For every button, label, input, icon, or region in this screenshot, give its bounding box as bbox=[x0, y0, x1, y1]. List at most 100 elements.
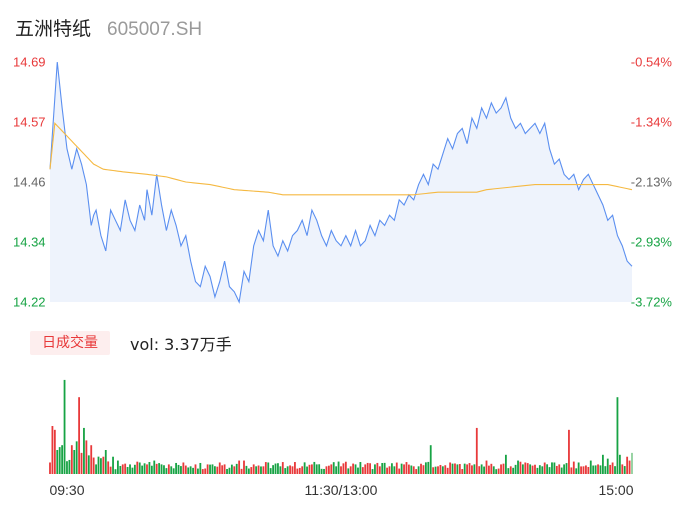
volume-bar bbox=[611, 462, 614, 474]
volume-bar bbox=[565, 463, 568, 474]
volume-bar bbox=[599, 465, 602, 474]
volume-bar bbox=[546, 464, 549, 474]
volume-bar bbox=[376, 462, 379, 474]
volume-bar bbox=[534, 464, 536, 474]
stock-header: 五洲特纸 605007.SH bbox=[15, 14, 202, 40]
volume-bar bbox=[83, 427, 85, 474]
volume-bar bbox=[153, 460, 156, 474]
volume-bar bbox=[349, 466, 352, 474]
volume-bar bbox=[90, 445, 93, 474]
volume-bar bbox=[180, 466, 182, 474]
volume-bar bbox=[359, 462, 362, 474]
volume-bar bbox=[235, 463, 238, 474]
volume-bar bbox=[133, 464, 136, 474]
volume-bar bbox=[388, 466, 391, 474]
volume-bar bbox=[49, 462, 51, 474]
volume-bar bbox=[541, 466, 544, 474]
volume-bar bbox=[85, 440, 88, 474]
volume-bar bbox=[51, 426, 54, 474]
volume-bar bbox=[75, 441, 78, 474]
average-price-line bbox=[49, 122, 633, 196]
volume-bar bbox=[514, 464, 517, 474]
volume-bar bbox=[432, 467, 435, 474]
volume-bar bbox=[194, 464, 197, 474]
volume-bar bbox=[199, 462, 202, 474]
volume-bar bbox=[245, 465, 248, 474]
volume-bar bbox=[335, 466, 338, 474]
volume-bar bbox=[626, 456, 629, 474]
volume-bar bbox=[116, 460, 119, 474]
volume-bar bbox=[325, 466, 328, 474]
volume-bar bbox=[577, 462, 580, 474]
volume-bar bbox=[294, 462, 296, 474]
volume-bar bbox=[553, 462, 556, 474]
volume-bar bbox=[461, 469, 464, 474]
volume-bar bbox=[238, 460, 241, 474]
volume-bar bbox=[548, 467, 551, 474]
volume-bar bbox=[172, 468, 175, 474]
volume-bar bbox=[167, 464, 170, 474]
volume-bar bbox=[126, 467, 129, 474]
period-badge[interactable]: 日成交量 bbox=[30, 331, 110, 355]
volume-bar bbox=[165, 468, 168, 474]
volume-bar bbox=[471, 465, 473, 474]
volume-bar bbox=[143, 463, 146, 474]
volume-bar bbox=[575, 468, 578, 474]
price-chart: 14.69 14.57 14.46 14.34 14.22 -0.54% -1.34% -2.… bbox=[13, 55, 673, 310]
y-tick-left: 14.57 bbox=[13, 115, 46, 130]
volume-bar bbox=[558, 464, 561, 474]
volume-bar bbox=[68, 459, 71, 474]
y-tick-right: -2.13% bbox=[631, 175, 673, 190]
volume-bar bbox=[490, 463, 493, 474]
volume-bar bbox=[424, 462, 427, 474]
volume-bar bbox=[555, 465, 558, 474]
volume-bar bbox=[403, 464, 405, 474]
volume-bar bbox=[536, 467, 539, 474]
volume-bar bbox=[189, 466, 192, 474]
volume-bar bbox=[398, 468, 401, 474]
volume-bar bbox=[337, 461, 340, 474]
volume-bar bbox=[395, 462, 398, 474]
volume-bar bbox=[463, 463, 466, 474]
stock-name: 五洲特纸 bbox=[15, 18, 92, 40]
y-tick-right: -2.93% bbox=[631, 235, 673, 250]
volume-bar bbox=[495, 469, 498, 474]
volume-bar bbox=[623, 466, 626, 474]
volume-bar bbox=[604, 466, 607, 474]
volume-bar bbox=[58, 447, 61, 474]
volume-bar bbox=[485, 460, 488, 474]
volume-bar bbox=[201, 469, 204, 474]
y-tick-right: -3.72% bbox=[631, 295, 673, 310]
volume-bar bbox=[597, 464, 599, 474]
volume-bar bbox=[614, 466, 616, 474]
volume-bar bbox=[429, 445, 432, 474]
volume-bar bbox=[524, 462, 527, 474]
volume-bar bbox=[277, 463, 279, 474]
volume-bar bbox=[454, 463, 456, 474]
volume-bar bbox=[393, 466, 396, 474]
volume-bar bbox=[177, 464, 180, 474]
volume-bar bbox=[296, 468, 299, 474]
volume-bar bbox=[352, 463, 355, 474]
x-tick-time: 09:30 bbox=[49, 482, 84, 498]
volume-bar bbox=[342, 463, 345, 474]
volume-bar bbox=[92, 457, 95, 474]
volume-bar bbox=[507, 468, 510, 474]
price-line bbox=[49, 61, 633, 304]
volume-bar bbox=[330, 464, 333, 474]
volume-bar bbox=[158, 463, 161, 474]
volume-header: 日成交量 vol: 3.37万手 bbox=[30, 331, 232, 355]
volume-bar bbox=[361, 467, 364, 474]
volume-bar bbox=[412, 466, 415, 474]
volume-bar bbox=[230, 464, 233, 474]
volume-bar bbox=[291, 466, 294, 474]
volume-bar bbox=[310, 464, 313, 474]
volume-bar bbox=[497, 468, 500, 474]
volume-bar bbox=[407, 464, 410, 474]
volume-bar bbox=[306, 466, 308, 474]
volume-bar bbox=[315, 464, 318, 474]
volume-bar bbox=[264, 462, 267, 474]
volume-bar bbox=[247, 468, 250, 474]
volume-bar bbox=[136, 461, 139, 474]
volume-bar bbox=[601, 454, 604, 474]
